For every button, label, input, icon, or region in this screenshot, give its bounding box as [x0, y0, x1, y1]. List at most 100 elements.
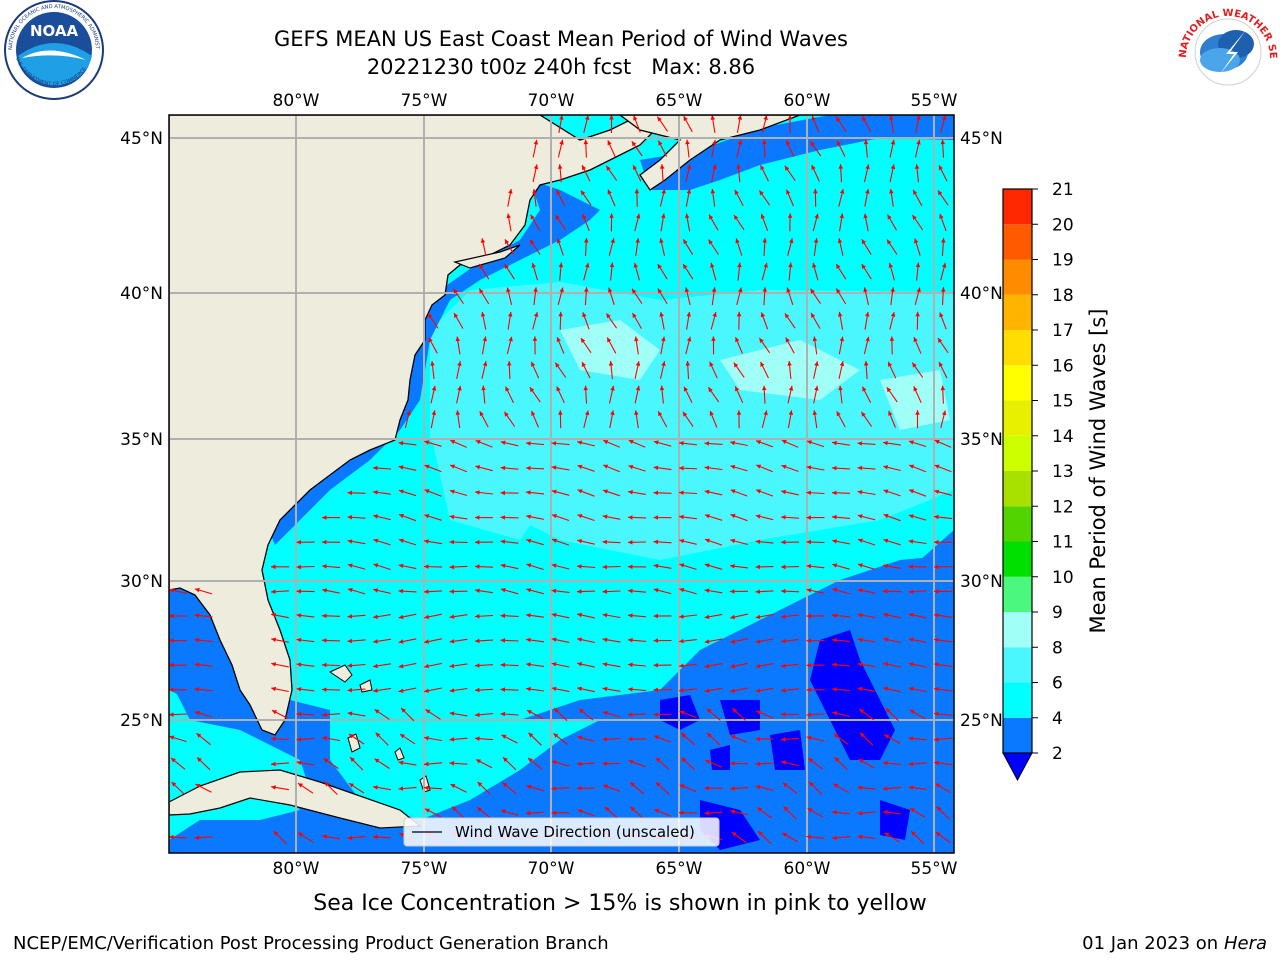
wave-arrowhead	[712, 164, 717, 170]
wave-arrowhead	[271, 785, 276, 790]
wave-arrowhead	[857, 637, 863, 643]
wave-arrowhead	[610, 385, 615, 391]
colorbar-tick-label: 17	[1052, 321, 1074, 341]
wave-arrowhead	[398, 760, 404, 766]
wave-arrowhead	[659, 312, 664, 317]
wave-arrowhead	[934, 464, 940, 469]
wave-arrowhead	[934, 711, 939, 717]
wave-arrowhead	[757, 807, 763, 812]
lat-label: 40°N	[960, 284, 1003, 304]
wave-arrowhead	[681, 733, 687, 738]
lat-label: 30°N	[120, 572, 163, 592]
wave-arrowhead	[832, 587, 838, 593]
wave-arrowhead	[915, 262, 921, 268]
wave-arrowhead	[789, 238, 794, 244]
wave-arrowhead	[373, 490, 378, 495]
wave-arrowhead	[763, 410, 768, 416]
wave-arrowhead	[501, 734, 507, 739]
wave-arrowhead	[551, 686, 557, 692]
wave-arrowhead	[531, 263, 536, 268]
wave-arrowhead	[505, 386, 510, 392]
wave-arrowhead	[322, 638, 327, 643]
wave-arrowhead	[500, 613, 506, 619]
wave-arrowhead	[883, 760, 888, 766]
wave-arrowhead	[908, 539, 914, 544]
lon-label: 70°W	[528, 91, 575, 111]
wave-arrowhead	[171, 757, 176, 763]
wave-arrowhead	[759, 338, 764, 343]
wave-arrowhead	[603, 489, 608, 494]
wave-arrowhead	[528, 758, 533, 763]
wave-arrowhead	[934, 489, 940, 494]
wave-arrowhead	[704, 614, 710, 620]
wave-arrowhead	[558, 410, 563, 415]
wave-arrowhead	[809, 781, 814, 787]
legend-label: Wind Wave Direction (unscaled)	[455, 823, 695, 841]
wave-arrowhead	[686, 311, 691, 317]
wave-arrowhead	[806, 515, 811, 520]
wave-arrowhead	[686, 336, 692, 342]
wave-arrowhead	[658, 140, 663, 146]
wave-arrowhead	[941, 115, 947, 121]
wave-arrowhead	[908, 785, 914, 790]
wave-arrowhead	[559, 287, 564, 293]
wave-arrowhead	[679, 563, 685, 568]
wave-arrowhead	[526, 465, 531, 471]
wave-arrowhead	[838, 385, 843, 391]
wave-arrowhead	[556, 189, 561, 195]
wave-arrowhead	[857, 613, 863, 618]
wave-arrowhead	[633, 165, 638, 170]
colorbar-cell	[1003, 717, 1032, 753]
wave-arrowhead	[475, 540, 480, 545]
wave-arrowhead	[582, 214, 587, 219]
wave-arrowhead	[812, 336, 818, 342]
wave-arrowhead	[913, 189, 918, 195]
wave-arrowhead	[577, 637, 582, 642]
wave-arrowhead	[940, 139, 945, 145]
wave-arrowhead	[711, 336, 716, 341]
wave-arrowhead	[806, 490, 812, 495]
wave-arrowhead	[577, 440, 583, 445]
wave-arrowhead	[551, 612, 557, 618]
wave-arrowhead	[832, 662, 837, 668]
lon-label: 80°W	[273, 859, 320, 879]
wave-arrowhead	[577, 735, 583, 740]
wave-arrowhead	[449, 761, 455, 766]
wave-arrowhead	[628, 540, 633, 545]
wave-arrowhead	[653, 663, 658, 668]
wave-arrowhead	[788, 262, 793, 268]
wave-arrowhead	[551, 489, 557, 494]
wave-arrowhead	[806, 564, 812, 569]
wave-arrowhead	[298, 783, 303, 788]
wave-arrowhead	[786, 140, 791, 146]
wave-arrowhead	[500, 515, 505, 520]
wave-arrowhead	[807, 808, 813, 813]
wave-arrowhead	[734, 189, 739, 195]
colorbar-tick-label: 13	[1052, 462, 1074, 482]
wave-arrowhead	[399, 513, 404, 519]
wave-arrowhead	[704, 465, 710, 471]
wave-arrowhead	[683, 264, 688, 269]
wave-arrowhead	[194, 710, 200, 716]
wave-arrowhead	[755, 639, 761, 644]
wave-arrowhead	[398, 563, 404, 569]
wave-arrowhead	[533, 164, 539, 170]
wave-arrowhead	[272, 710, 277, 715]
wave-arrowhead	[732, 708, 738, 713]
wave-arrowhead	[806, 638, 811, 643]
wave-arrowhead	[806, 588, 812, 593]
wave-arrowhead	[861, 239, 867, 245]
wave-arrowhead	[909, 464, 915, 469]
wave-arrowhead	[577, 809, 583, 814]
wave-arrowhead	[938, 165, 943, 171]
wave-arrowhead	[887, 239, 892, 245]
wave-arrowhead	[424, 589, 429, 594]
wave-arrowhead	[194, 637, 200, 643]
arrow-legend: Wind Wave Direction (unscaled)	[403, 817, 720, 847]
colorbar-tick-label: 10	[1052, 568, 1074, 588]
wave-arrowhead	[730, 513, 736, 519]
wave-arrowhead	[322, 712, 327, 717]
wave-arrowhead	[296, 737, 302, 742]
wave-arrowhead	[756, 464, 762, 469]
wave-arrowhead	[424, 688, 429, 693]
